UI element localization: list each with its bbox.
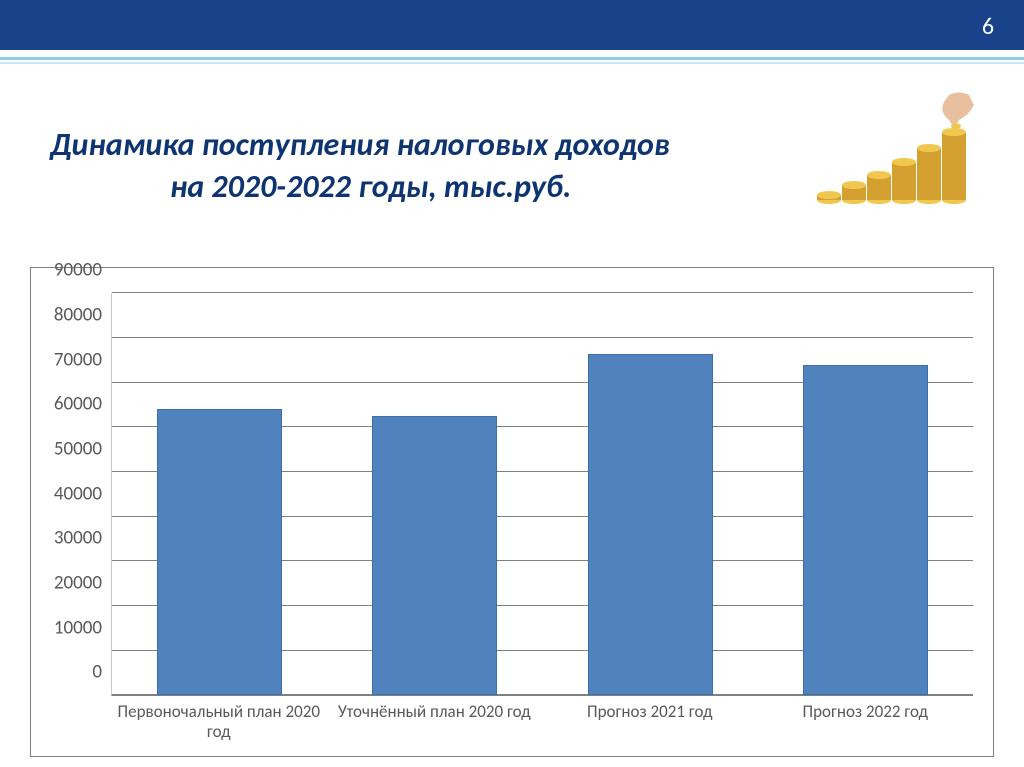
bar-group [543,293,758,695]
bar-group [327,293,542,695]
bar [157,409,282,695]
y-axis-label: 30000 [54,527,102,550]
y-axis-label: 10000 [54,616,102,639]
x-axis-label: Уточнённый план 2020 год [327,702,543,741]
bar [803,365,928,696]
x-axis-label: Прогноз 2022 год [758,702,974,741]
page-number: 6 [982,12,994,41]
x-axis-label: Первоночальный план 2020 год [111,702,327,741]
y-axis-label: 0 [92,661,102,684]
chart-inner: 0100002000030000400005000060000700008000… [111,293,973,696]
y-axis-label: 70000 [54,348,102,371]
x-labels: Первоночальный план 2020 годУточнённый п… [111,702,973,741]
plot-area: 0100002000030000400005000060000700008000… [111,293,973,696]
coin-growth-icon [804,90,984,210]
y-axis-label: 50000 [54,437,102,460]
bar [588,354,713,696]
bar [372,416,497,695]
header-underline [0,57,1024,60]
coin-illustration [804,90,984,210]
header-bar: 6 [0,0,1024,50]
y-axis-label: 80000 [54,303,102,326]
y-axis-label: 60000 [54,393,102,416]
bars-area [112,293,973,695]
bar-group [758,293,973,695]
x-axis-label: Прогноз 2021 год [542,702,758,741]
bar-group [112,293,327,695]
y-axis-label: 40000 [54,482,102,505]
y-axis-label: 90000 [54,259,102,282]
y-axis-label: 20000 [54,571,102,594]
chart-container: 0 10000 20000 30000 40000 50000 60000 70000 8000… [30,267,994,757]
